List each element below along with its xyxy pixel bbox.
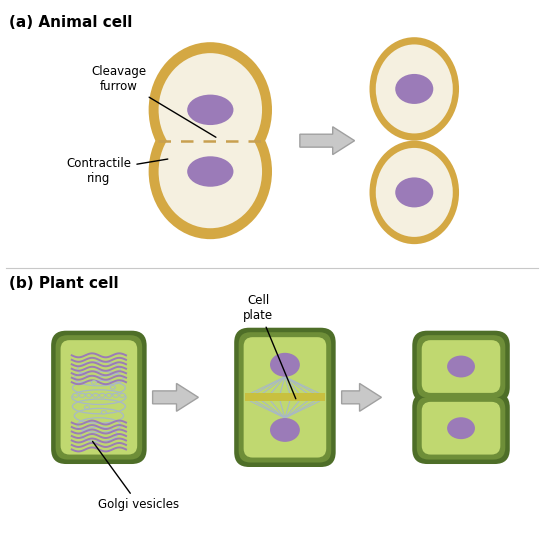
FancyBboxPatch shape	[417, 335, 505, 398]
Ellipse shape	[91, 381, 96, 384]
Ellipse shape	[149, 42, 272, 177]
Ellipse shape	[101, 411, 106, 414]
Ellipse shape	[113, 393, 119, 397]
Ellipse shape	[73, 393, 78, 397]
Text: Golgi vesicles: Golgi vesicles	[92, 441, 179, 511]
Ellipse shape	[395, 177, 434, 207]
Ellipse shape	[369, 141, 459, 244]
Ellipse shape	[376, 148, 453, 237]
Ellipse shape	[106, 393, 112, 397]
Ellipse shape	[149, 104, 272, 239]
FancyBboxPatch shape	[422, 402, 500, 455]
Ellipse shape	[447, 417, 475, 439]
FancyBboxPatch shape	[239, 332, 331, 462]
Ellipse shape	[110, 386, 115, 389]
Polygon shape	[153, 384, 199, 411]
Text: (b) Plant cell: (b) Plant cell	[9, 276, 119, 291]
Ellipse shape	[270, 353, 300, 376]
FancyBboxPatch shape	[60, 340, 137, 455]
Ellipse shape	[93, 393, 98, 397]
FancyBboxPatch shape	[55, 335, 142, 460]
Ellipse shape	[159, 53, 262, 166]
Ellipse shape	[270, 418, 300, 442]
FancyBboxPatch shape	[422, 340, 500, 393]
Ellipse shape	[187, 156, 233, 187]
FancyBboxPatch shape	[51, 331, 147, 464]
Ellipse shape	[159, 115, 262, 228]
Text: (a) Animal cell: (a) Animal cell	[9, 15, 133, 30]
Ellipse shape	[79, 393, 85, 397]
Ellipse shape	[84, 406, 89, 409]
Ellipse shape	[120, 393, 125, 397]
Polygon shape	[300, 127, 355, 154]
Ellipse shape	[447, 356, 475, 378]
Text: Contractile
ring: Contractile ring	[66, 157, 168, 184]
Text: Cell
plate: Cell plate	[243, 294, 296, 399]
Ellipse shape	[376, 45, 453, 133]
FancyBboxPatch shape	[412, 331, 510, 403]
Ellipse shape	[187, 95, 233, 125]
FancyBboxPatch shape	[244, 337, 326, 458]
Polygon shape	[342, 384, 381, 411]
Ellipse shape	[100, 393, 105, 397]
Ellipse shape	[86, 393, 91, 397]
FancyBboxPatch shape	[412, 392, 510, 464]
FancyBboxPatch shape	[417, 397, 505, 460]
Bar	[245, 393, 325, 401]
Ellipse shape	[395, 74, 434, 104]
Ellipse shape	[369, 37, 459, 141]
Text: Cleavage
furrow: Cleavage furrow	[91, 65, 216, 137]
FancyBboxPatch shape	[234, 327, 336, 467]
